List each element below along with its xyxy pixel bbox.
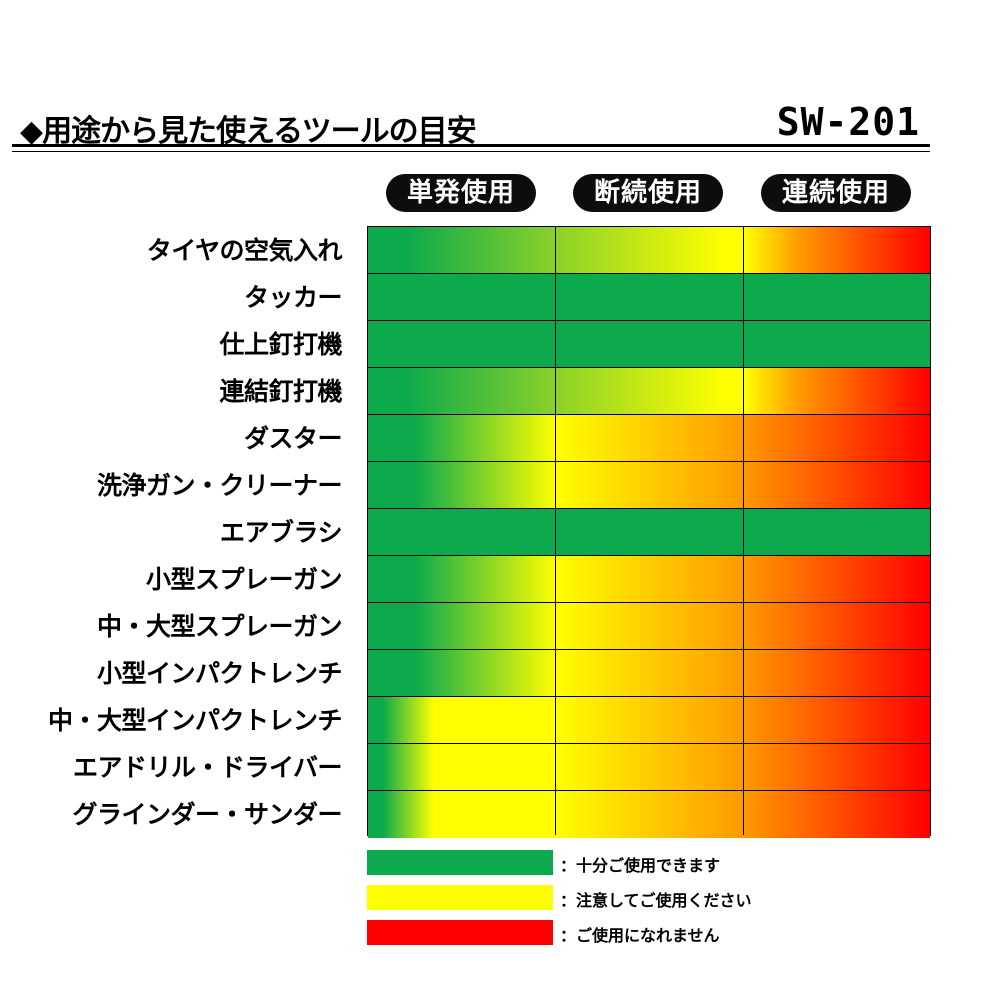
- grid-row: [368, 603, 930, 650]
- grid-hline: [368, 555, 930, 556]
- grid-cell: [556, 368, 744, 415]
- row-label: 洗浄ガン・クリーナー: [96, 471, 343, 500]
- legend-label: ：十分ご使用できます: [560, 856, 721, 875]
- grid-cell: [744, 368, 930, 415]
- grid-cell: [744, 650, 930, 697]
- legend-swatch: [367, 850, 553, 875]
- grid-cell: [744, 509, 930, 556]
- grid-cell: [744, 556, 930, 603]
- grid-row: [368, 321, 930, 368]
- grid-cell: [556, 603, 744, 650]
- grid-row: [368, 274, 930, 321]
- grid-cell: [556, 791, 744, 838]
- row-label: ダスター: [243, 424, 343, 453]
- grid-vline: [743, 227, 744, 835]
- usage-grid: [367, 226, 931, 838]
- header-rule-thin: [12, 151, 930, 152]
- column-header: 連続使用: [761, 174, 911, 212]
- grid-row: [368, 462, 930, 509]
- grid-row: [368, 415, 930, 462]
- grid-cell: [556, 227, 744, 274]
- grid-cell: [744, 321, 930, 368]
- row-label: 連結釘打機: [219, 377, 342, 406]
- legend-swatch: [367, 920, 553, 945]
- grid-hline: [368, 696, 930, 697]
- grid-vline: [555, 227, 556, 835]
- grid-hline: [368, 790, 930, 791]
- grid-cell: [744, 744, 930, 791]
- grid-hline: [368, 367, 930, 368]
- header-rule-thick: [12, 144, 930, 147]
- grid-cell: [368, 791, 556, 838]
- grid-row: [368, 556, 930, 603]
- grid-cell: [744, 462, 930, 509]
- page-title: ◆用途から見た使えるツールの目安: [20, 114, 477, 149]
- grid-cell: [556, 556, 744, 603]
- grid-cell: [744, 415, 930, 462]
- grid-cell: [368, 227, 556, 274]
- column-header: 断続使用: [573, 174, 723, 212]
- grid-cell: [744, 791, 930, 838]
- grid-row: [368, 650, 930, 697]
- legend-swatch: [367, 885, 553, 910]
- grid-hline: [368, 508, 930, 509]
- row-label: 仕上釘打機: [219, 330, 342, 359]
- row-label: 小型インパクトレンチ: [96, 659, 343, 688]
- grid-hline: [368, 602, 930, 603]
- row-label: タイヤの空気入れ: [146, 236, 343, 265]
- grid-cell: [368, 556, 556, 603]
- grid-row: [368, 227, 930, 274]
- grid-cell: [556, 462, 744, 509]
- grid-row: [368, 791, 930, 838]
- grid-cell: [368, 274, 556, 321]
- grid-cell: [744, 603, 930, 650]
- grid-cell: [368, 415, 556, 462]
- grid-cell: [744, 227, 930, 274]
- grid-cell: [744, 697, 930, 744]
- grid-cell: [368, 697, 556, 744]
- model-number: SW-201: [776, 100, 920, 144]
- grid-cell: [556, 697, 744, 744]
- grid-hline: [368, 461, 930, 462]
- row-label: 中・大型インパクトレンチ: [47, 706, 343, 735]
- row-label: タッカー: [243, 283, 343, 312]
- grid-cell: [368, 368, 556, 415]
- grid-cell: [556, 650, 744, 697]
- row-label: 中・大型スプレーガン: [96, 612, 343, 641]
- grid-cell: [368, 462, 556, 509]
- grid-cell: [368, 744, 556, 791]
- row-label: エアドリル・ドライバー: [72, 753, 343, 782]
- grid-cell: [556, 415, 744, 462]
- grid-cell: [556, 321, 744, 368]
- header: ◆用途から見た使えるツールの目安 SW-201: [12, 100, 930, 149]
- grid-hline: [368, 320, 930, 321]
- grid-row: [368, 744, 930, 791]
- grid-row: [368, 368, 930, 415]
- grid-cell: [368, 650, 556, 697]
- grid-hline: [368, 414, 930, 415]
- column-header: 単発使用: [386, 174, 536, 212]
- grid-cell: [556, 509, 744, 556]
- grid-cell: [368, 603, 556, 650]
- grid-cell: [744, 274, 930, 321]
- row-label: グラインダー・サンダー: [72, 800, 342, 829]
- grid-row: [368, 509, 930, 556]
- legend-label: ：注意してご使用ください: [560, 891, 752, 910]
- grid-cell: [368, 509, 556, 556]
- grid-row: [368, 697, 930, 744]
- grid-hline: [368, 649, 930, 650]
- legend-label: ：ご使用になれません: [560, 926, 720, 945]
- row-label: 小型スプレーガン: [145, 565, 343, 594]
- grid-cell: [368, 321, 556, 368]
- grid-hline: [368, 273, 930, 274]
- grid-cell: [556, 744, 744, 791]
- grid-cell: [556, 274, 744, 321]
- row-label: エアブラシ: [219, 518, 343, 547]
- grid-hline: [368, 743, 930, 744]
